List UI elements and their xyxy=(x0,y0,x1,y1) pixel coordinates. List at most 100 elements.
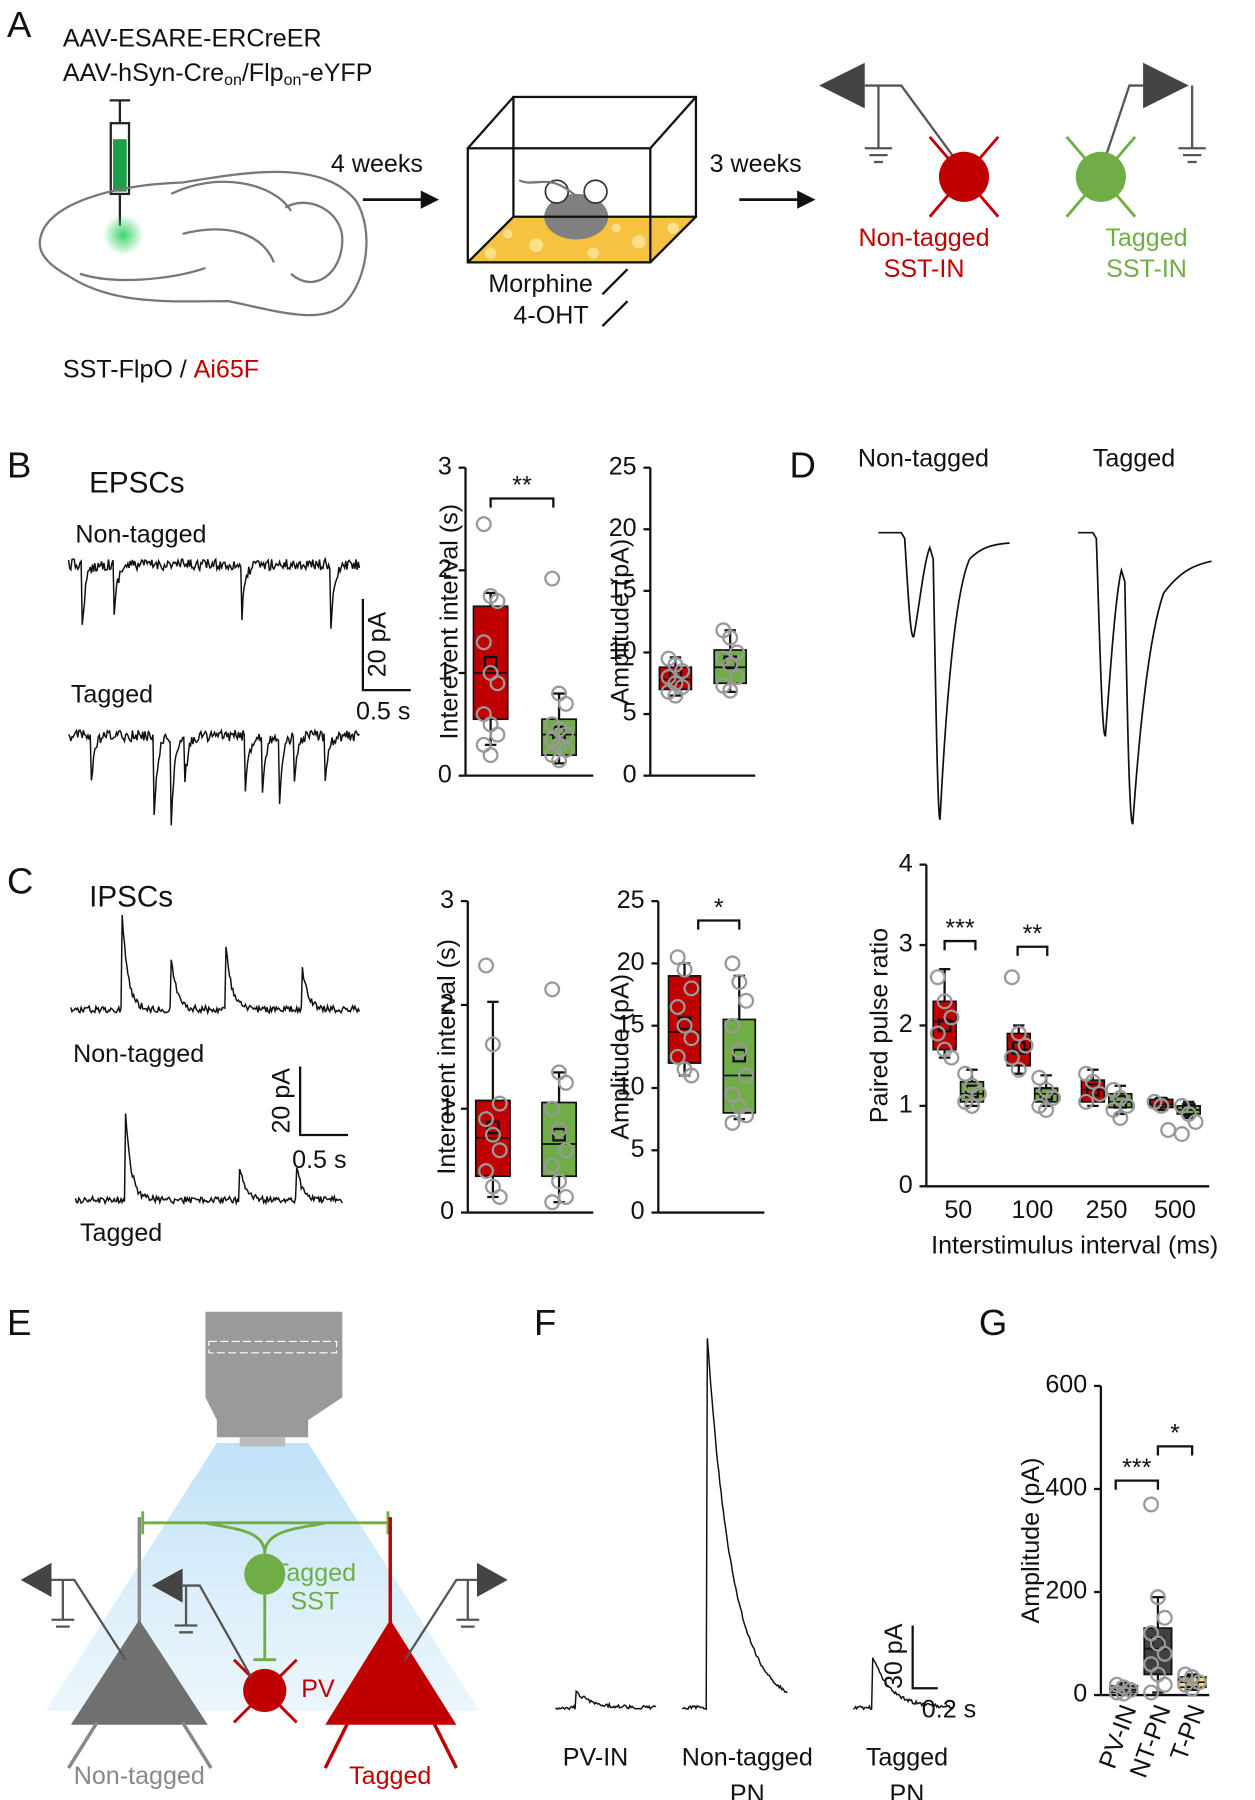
data-point xyxy=(724,1086,741,1103)
data-point xyxy=(478,1163,495,1180)
data-point xyxy=(1143,1496,1160,1513)
data-point xyxy=(929,969,946,986)
drug-label: 4-OHT xyxy=(513,302,588,330)
scale-label: 0.5 s xyxy=(356,698,410,726)
panel-label: G xyxy=(979,1302,1007,1343)
box xyxy=(932,1000,957,1051)
scale-bar xyxy=(361,598,411,692)
data-point xyxy=(551,752,568,769)
cell-label: Tagged xyxy=(274,1559,356,1587)
data-point xyxy=(1153,1097,1170,1114)
trace-title: EPSCs xyxy=(89,467,185,500)
y-tick-label: 2 xyxy=(440,990,454,1018)
data-point xyxy=(724,955,741,972)
y-tick-label: 4 xyxy=(899,849,913,877)
mouse-line-text: / xyxy=(180,355,187,383)
trace xyxy=(555,1689,657,1711)
data-point xyxy=(722,682,739,699)
data-point xyxy=(491,1188,508,1205)
scale-label: 0.5 s xyxy=(292,1146,346,1174)
data-point xyxy=(943,1049,960,1066)
data-point xyxy=(722,656,739,673)
brain-outline xyxy=(38,170,368,317)
wait-label: 3 weeks xyxy=(710,150,802,178)
data-point xyxy=(475,634,492,651)
data-point xyxy=(475,516,492,533)
data-point xyxy=(544,1194,561,1211)
data-point xyxy=(489,675,506,692)
data-point xyxy=(729,644,745,661)
y-tick-label: 1 xyxy=(438,658,452,686)
data-point xyxy=(557,1188,574,1205)
trace-label: Tagged xyxy=(71,680,153,708)
panel-label: A xyxy=(7,4,32,45)
y-axis-label: Amplitude (pA) xyxy=(606,974,634,1140)
significance-label: * xyxy=(714,894,724,922)
y-tick-label: 400 xyxy=(1045,1474,1087,1502)
data-point xyxy=(1156,1676,1173,1693)
data-point xyxy=(1160,1122,1177,1139)
panel-label: F xyxy=(534,1302,556,1343)
injection-site xyxy=(102,214,144,256)
y-tick-label: 20 xyxy=(609,514,637,542)
trace xyxy=(1078,531,1212,825)
data-point xyxy=(478,1111,495,1128)
data-point xyxy=(1038,1101,1055,1118)
significance-bracket xyxy=(943,939,977,951)
trace xyxy=(878,531,1010,820)
trace xyxy=(681,1338,788,1711)
data-point xyxy=(667,687,684,704)
cell-label: Tagged xyxy=(1105,224,1187,252)
data-point xyxy=(1143,1684,1160,1701)
y-tick-label: 25 xyxy=(609,452,637,480)
data-point xyxy=(551,1121,568,1138)
y-tick-label: 15 xyxy=(609,575,637,603)
data-point xyxy=(683,1067,700,1084)
cell-label: Non-tagged xyxy=(859,224,990,252)
trace xyxy=(70,915,361,1016)
significance-bracket xyxy=(489,497,555,508)
cell-label: Non-tagged xyxy=(74,1762,205,1790)
data-point xyxy=(1156,1645,1173,1662)
data-point xyxy=(943,1009,960,1026)
y-tick-label: 5 xyxy=(623,699,637,727)
y-tick-label: 0 xyxy=(631,1197,645,1225)
y-tick-label: 2 xyxy=(438,555,452,583)
trace-label: PN xyxy=(890,1780,925,1800)
syringe xyxy=(109,99,131,226)
data-point xyxy=(484,1126,501,1143)
data-point xyxy=(1112,1109,1129,1126)
y-tick-label: 0 xyxy=(623,760,637,788)
data-point xyxy=(482,747,499,764)
significance-label: * xyxy=(1170,1420,1180,1448)
panel-label: D xyxy=(789,444,815,485)
data-point xyxy=(683,1030,700,1047)
data-point xyxy=(957,1065,974,1082)
significance-bracket xyxy=(1016,945,1049,956)
scale-label: 0.2 s xyxy=(922,1696,976,1724)
arrow xyxy=(362,190,440,209)
data-point xyxy=(544,570,561,587)
data-point xyxy=(544,1157,561,1174)
y-axis-label: Paired pulse ratio xyxy=(865,928,893,1123)
significance-bracket xyxy=(1156,1445,1194,1456)
mouse-line-text: SST-FlpO xyxy=(63,355,173,383)
y-tick-label: 10 xyxy=(617,1073,645,1101)
scale-bar xyxy=(911,1625,938,1690)
data-point xyxy=(683,980,700,997)
y-tick-label: 0 xyxy=(438,760,452,788)
data-point xyxy=(1115,1685,1132,1702)
scale-label: 20 pA xyxy=(363,611,391,677)
data-point xyxy=(724,1017,741,1034)
data-point xyxy=(674,662,691,679)
trace xyxy=(67,727,360,826)
x-axis-label: Interstimulus interval (ms) xyxy=(931,1231,1218,1259)
y-tick-label: 3 xyxy=(440,886,454,914)
y-axis-label: Interevent interval (s) xyxy=(433,939,461,1175)
trace-label: Tagged xyxy=(1093,444,1175,472)
panel-label: E xyxy=(7,1302,31,1343)
data-point xyxy=(1108,1684,1125,1701)
data-point xyxy=(489,593,506,610)
drug-label: Morphine xyxy=(488,270,593,298)
data-point xyxy=(1010,1025,1027,1042)
